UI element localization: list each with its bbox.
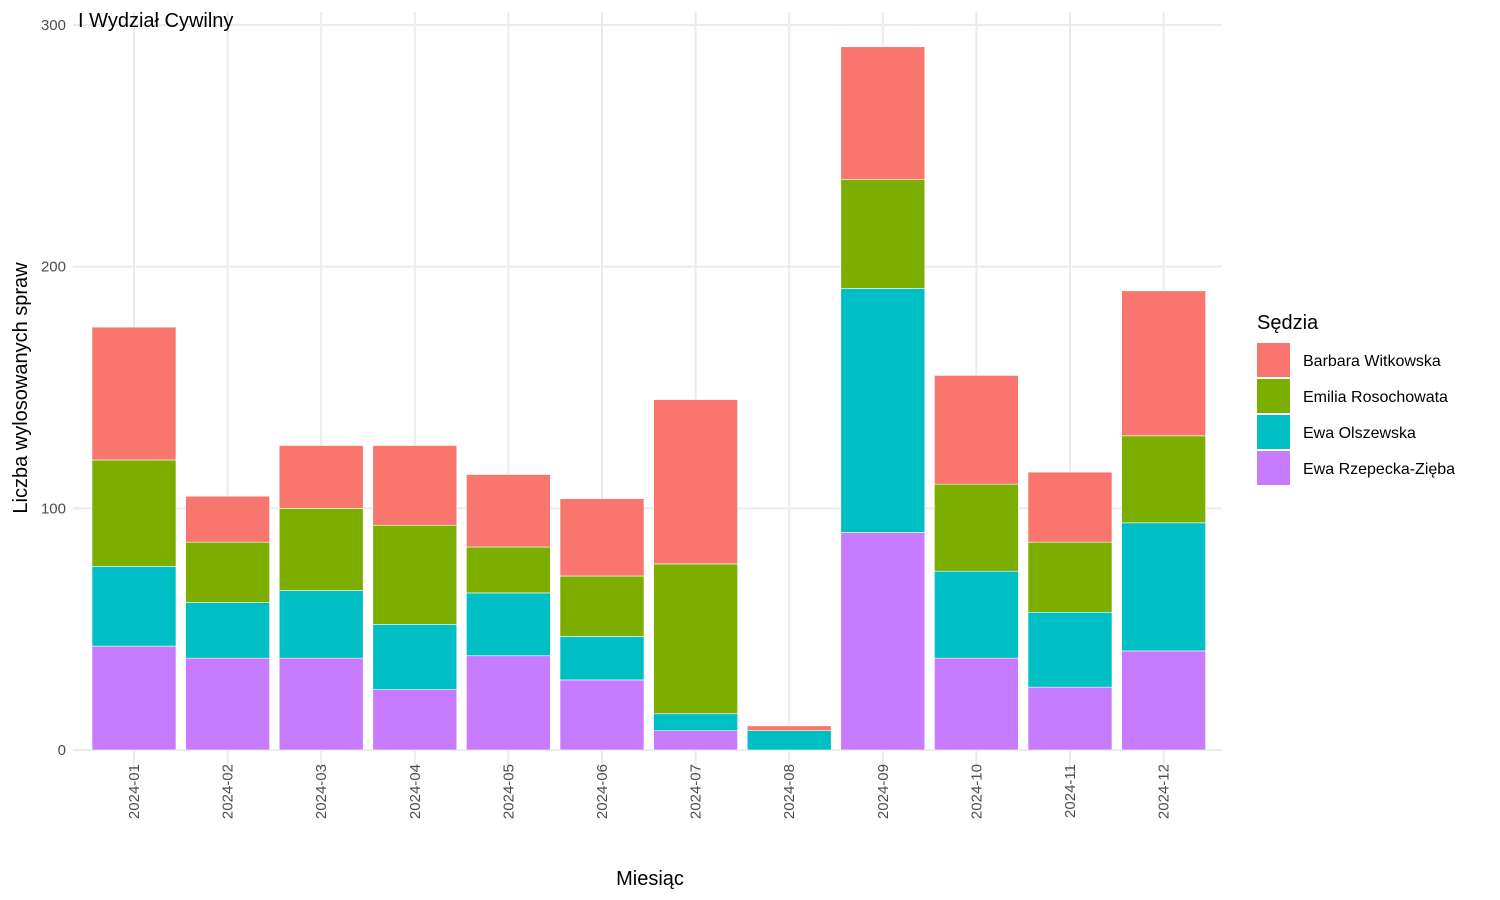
- y-tick-label: 300: [41, 17, 66, 34]
- bar-segment: [91, 459, 177, 567]
- legend-label: Barbara Witkowska: [1303, 353, 1441, 370]
- bar-segment: [372, 445, 458, 526]
- y-axis-title: Liczba wylosowanych spraw: [10, 262, 32, 514]
- bar-segment: [934, 375, 1019, 485]
- legend-label: Emilia Rosochowata: [1303, 389, 1448, 406]
- x-tick-label: 2024-10: [968, 764, 985, 819]
- x-tick-label: 2024-03: [313, 764, 330, 819]
- bar-segment: [372, 524, 458, 625]
- x-tick-label: 2024-06: [594, 764, 611, 819]
- legend: Sędzia Barbara Witkowska Emilia Rosochowa…: [1257, 312, 1455, 485]
- bar-segment: [653, 713, 738, 731]
- bar-segment: [91, 566, 177, 647]
- legend-key: [1257, 451, 1290, 485]
- y-axis-ticks: 0 100 200 300: [41, 17, 66, 759]
- x-tick-label: 2024-11: [1062, 764, 1079, 818]
- bar-segment: [278, 508, 364, 591]
- bar-segment: [1027, 611, 1113, 688]
- legend-label: Ewa Rzepecka-Zięba: [1303, 461, 1455, 478]
- bar-segment: [653, 399, 738, 565]
- legend-key: [1257, 379, 1290, 413]
- bar-segment: [559, 636, 645, 681]
- bar-segment: [91, 645, 177, 751]
- bar-segment: [840, 288, 926, 533]
- bar-segment: [559, 575, 645, 637]
- bar-segment: [1121, 435, 1206, 524]
- x-tick-label: 2024-12: [1156, 764, 1173, 819]
- bar-segment: [466, 546, 551, 594]
- bar-segment: [278, 590, 364, 659]
- bar-segment: [653, 730, 738, 751]
- x-tick-label: 2024-09: [875, 764, 892, 819]
- legend-title: Sędzia: [1257, 312, 1319, 334]
- x-tick-label: 2024-05: [500, 764, 517, 819]
- bar-segment: [1027, 541, 1113, 613]
- bar-segment: [185, 495, 270, 543]
- bar-segment: [746, 730, 832, 751]
- bar-segment: [372, 689, 458, 751]
- bar-segment: [185, 602, 270, 659]
- bar-segment: [934, 657, 1019, 751]
- legend-key: [1257, 415, 1290, 449]
- bar-segment: [466, 592, 551, 657]
- legend-key: [1257, 343, 1290, 377]
- bar-segment: [185, 657, 270, 751]
- x-tick-label: 2024-02: [220, 764, 237, 819]
- bar-segment: [746, 725, 832, 731]
- y-tick-label: 100: [41, 500, 66, 517]
- bar-segment: [91, 326, 177, 461]
- bar-segment: [466, 655, 551, 751]
- bar-segment: [1121, 290, 1206, 437]
- bar-segment: [278, 657, 364, 751]
- bar-segment: [934, 570, 1019, 659]
- bar-segment: [653, 563, 738, 715]
- x-tick-label: 2024-07: [688, 764, 705, 819]
- bar-segment: [840, 46, 926, 180]
- bar-segment: [840, 179, 926, 289]
- y-tick-label: 0: [58, 742, 66, 759]
- bar-segment: [934, 483, 1019, 572]
- bar-segment: [1121, 650, 1206, 751]
- bar-segment: [185, 541, 270, 603]
- bar-segment: [372, 624, 458, 690]
- x-axis-title: Miesiąc: [616, 868, 684, 890]
- bar-segment: [840, 532, 926, 751]
- x-tick-label: 2024-04: [407, 764, 424, 819]
- legend-label: Ewa Olszewska: [1303, 425, 1416, 442]
- bar-segment: [278, 445, 364, 509]
- bar-segment: [1027, 686, 1113, 751]
- x-axis-ticks: 2024-01 2024-02 2024-03 2024-04 2024-05 2024-…: [126, 764, 1173, 819]
- chart-title: I Wydział Cywilny: [78, 10, 233, 32]
- bar-segment: [466, 474, 551, 548]
- bar-segment: [559, 498, 645, 577]
- x-tick-label: 2024-08: [781, 764, 798, 819]
- bars: [91, 46, 1206, 751]
- x-tick-label: 2024-01: [126, 764, 143, 819]
- bar-segment: [1121, 522, 1206, 652]
- bar-segment: [559, 679, 645, 751]
- y-tick-label: 200: [41, 259, 66, 276]
- bar-segment: [1027, 471, 1113, 543]
